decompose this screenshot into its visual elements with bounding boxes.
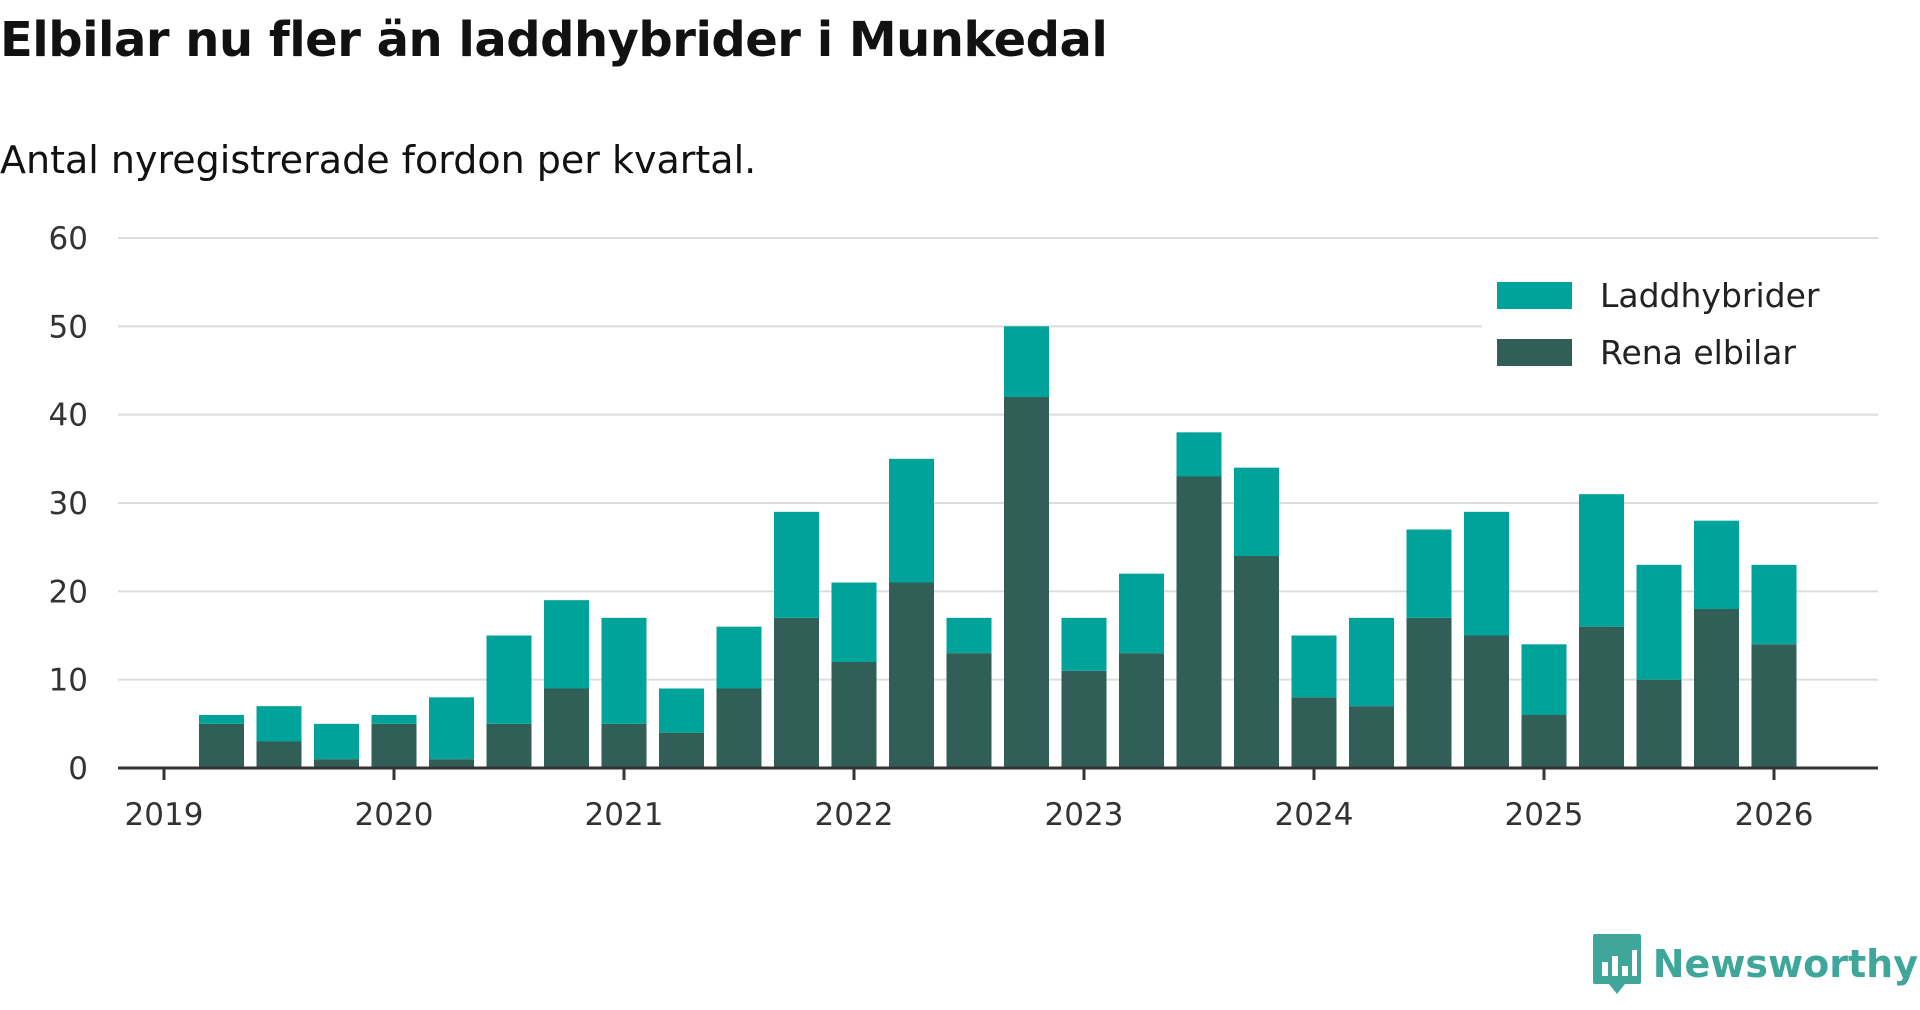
bar-laddhybrider-2024-q2 <box>1406 529 1452 618</box>
newsworthy-brand: Newsworthy <box>1591 932 1918 996</box>
bar-laddhybrider-2019-q1 <box>199 715 244 724</box>
bar-rena-elbilar-2025-q3 <box>1694 609 1739 768</box>
bar-rena-elbilar-2021-q4 <box>831 662 877 768</box>
bar-laddhybrider-2024-q3 <box>1464 511 1509 636</box>
bar-rena-elbilar-2020-q3 <box>544 688 589 768</box>
bar-laddhybrider-2023-q1 <box>1119 573 1164 654</box>
bar-rena-elbilar-2019-q1 <box>199 723 244 768</box>
legend: Laddhybrider Rena elbilar <box>1482 258 1890 372</box>
legend-label-laddhybrider: Laddhybrider <box>1600 276 1820 315</box>
bar-rena-elbilar-2021-q3 <box>774 617 819 768</box>
bar-rena-elbilar-2025-q2 <box>1636 679 1682 768</box>
y-tick-label-30: 30 <box>49 486 88 522</box>
bar-laddhybrider-2021-q2 <box>716 626 762 689</box>
bar-rena-elbilar-2025-q4 <box>1751 644 1797 768</box>
x-tick-label-2025: 2025 <box>1505 797 1584 833</box>
bar-rena-elbilar-2019-q2 <box>256 741 302 768</box>
bar-laddhybrider-2022-q3 <box>1004 326 1049 397</box>
bar-rena-elbilar-2021-q1 <box>659 732 704 768</box>
bar-laddhybrider-2022-q4 <box>1061 617 1107 671</box>
bar-rena-elbilar-2023-q3 <box>1234 556 1279 768</box>
bar-rena-elbilar-2024-q3 <box>1464 635 1509 768</box>
bar-laddhybrider-2021-q3 <box>774 511 819 618</box>
bar-laddhybrider-2023-q4 <box>1291 635 1337 698</box>
bar-rena-elbilar-2022-q3 <box>1004 397 1049 768</box>
y-tick-label-40: 40 <box>49 398 88 434</box>
y-tick-label-10: 10 <box>49 663 88 699</box>
y-tick-label-50: 50 <box>49 309 88 345</box>
bar-rena-elbilar-2022-q4 <box>1061 670 1107 768</box>
bars <box>199 326 1797 768</box>
bar-rena-elbilar-2020-q1 <box>429 759 474 768</box>
legend-swatch-laddhybrider <box>1497 282 1572 309</box>
bar-rena-elbilar-2019-q4 <box>371 723 417 768</box>
y-tick-label-0: 0 <box>68 751 88 787</box>
newsworthy-logo-icon <box>1592 934 1641 994</box>
x-tick-label-2024: 2024 <box>1275 797 1354 833</box>
bar-rena-elbilar-2025-q1 <box>1579 626 1624 768</box>
x-tick-label-2019: 2019 <box>125 797 204 833</box>
bar-laddhybrider-2024-q1 <box>1349 617 1394 707</box>
bar-rena-elbilar-2024-q2 <box>1406 617 1452 768</box>
bar-laddhybrider-2019-q3 <box>314 723 359 760</box>
bar-rena-elbilar-2023-q1 <box>1119 653 1164 768</box>
bar-rena-elbilar-2023-q2 <box>1176 476 1222 768</box>
x-tick-label-2020: 2020 <box>355 797 434 833</box>
bar-rena-elbilar-2023-q4 <box>1291 697 1337 768</box>
bar-rena-elbilar-2021-q2 <box>716 688 762 768</box>
bar-laddhybrider-2025-q1 <box>1579 494 1624 627</box>
x-tick-label-2023: 2023 <box>1045 797 1124 833</box>
x-tick-label-2021: 2021 <box>585 797 664 833</box>
bar-rena-elbilar-2020-q4 <box>601 723 647 768</box>
bar-laddhybrider-2020-q1 <box>429 697 474 760</box>
bar-laddhybrider-2025-q2 <box>1636 564 1682 680</box>
x-tick-label-2022: 2022 <box>815 797 894 833</box>
bar-laddhybrider-2019-q2 <box>256 706 302 742</box>
bar-rena-elbilar-2020-q2 <box>486 723 532 768</box>
page-subtitle: Antal nyregistrerade fordon per kvartal. <box>0 138 757 182</box>
bar-laddhybrider-2025-q4 <box>1751 564 1797 645</box>
legend-label-rena-elbilar: Rena elbilar <box>1600 333 1796 372</box>
bar-laddhybrider-2021-q1 <box>659 688 704 733</box>
page-title: Elbilar nu fler än laddhybrider i Munked… <box>0 12 1108 68</box>
y-tick-label-20: 20 <box>49 574 88 610</box>
bar-laddhybrider-2021-q4 <box>831 582 877 662</box>
bar-laddhybrider-2025-q3 <box>1694 520 1739 609</box>
x-tick-label-2026: 2026 <box>1735 797 1814 833</box>
bar-rena-elbilar-2022-q2 <box>946 653 992 768</box>
legend-swatch-rena-elbilar <box>1497 339 1572 366</box>
bar-laddhybrider-2020-q4 <box>601 617 647 724</box>
bar-laddhybrider-2022-q1 <box>889 458 934 583</box>
brand-name: Newsworthy <box>1652 942 1918 986</box>
bar-laddhybrider-2024-q4 <box>1521 644 1567 715</box>
bar-laddhybrider-2023-q3 <box>1234 467 1279 556</box>
bar-rena-elbilar-2019-q3 <box>314 759 359 768</box>
y-tick-label-60: 60 <box>49 221 88 257</box>
bar-laddhybrider-2022-q2 <box>946 617 992 654</box>
bar-laddhybrider-2019-q4 <box>371 715 417 724</box>
bar-rena-elbilar-2022-q1 <box>889 582 934 768</box>
bar-rena-elbilar-2024-q4 <box>1521 715 1567 768</box>
bar-laddhybrider-2020-q3 <box>544 600 589 689</box>
bar-rena-elbilar-2024-q1 <box>1349 706 1394 768</box>
axes: 2019 2020 2021 2022 2023 2024 2025 2026 <box>118 766 1878 833</box>
bar-laddhybrider-2020-q2 <box>486 635 532 724</box>
bar-laddhybrider-2023-q2 <box>1176 432 1222 477</box>
